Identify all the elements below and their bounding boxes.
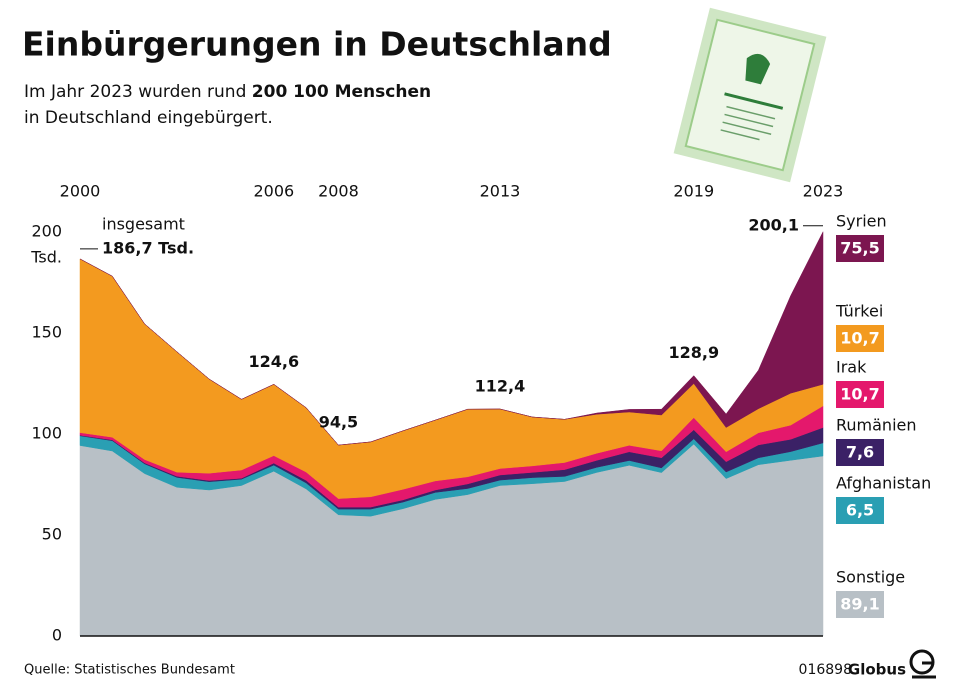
code: 016898: [799, 662, 852, 678]
annotation: 200,1: [748, 215, 799, 234]
area: [79, 231, 824, 446]
legend-value: 75,5: [840, 239, 879, 258]
plot-area: 0 50 100 150 200 Tsd. 2000 2006 2008 2013 2019 2023…: [30, 182, 931, 645]
subtitle-bold: 200 100 Menschen: [252, 82, 431, 102]
x-tick-label: 2006: [253, 182, 294, 201]
annotation: 186,7 Tsd.: [102, 238, 194, 257]
certificate-icon: [673, 7, 827, 183]
annotation-label: insgesamt: [102, 214, 185, 233]
legend-label: Irak: [836, 358, 867, 377]
legend-box: [836, 381, 884, 408]
x-tick-label: 2019: [673, 182, 714, 201]
annotation: 112,4: [475, 376, 526, 395]
source: Quelle: Statistisches Bundesamt: [24, 663, 235, 678]
y-tick-label: 150: [31, 323, 62, 342]
brand: Globus: [848, 661, 906, 679]
legend-label: Afghanistan: [836, 474, 931, 493]
annotation: 124,6: [249, 352, 300, 371]
subtitle: Im Jahr 2023 wurden rund 200 100 Mensche…: [24, 82, 431, 102]
annotation: 94,5: [319, 413, 358, 432]
legend-box: [836, 235, 884, 262]
y-tick-label: 0: [52, 626, 62, 645]
y-tick-label: 50: [42, 525, 62, 544]
legend-box: [836, 325, 884, 352]
y-tick-label: 100: [31, 424, 62, 443]
legend-box: [836, 497, 884, 524]
x-tick-label: 2023: [803, 182, 844, 201]
legend-label: Syrien: [836, 212, 887, 231]
subtitle-start: Im Jahr 2023 wurden rund: [24, 82, 252, 102]
legend-box: [836, 591, 884, 618]
legend-value: 10,7: [840, 385, 879, 404]
x-tick-label: 2013: [480, 182, 521, 201]
legend-value: 89,1: [840, 595, 879, 614]
annotation: 128,9: [668, 343, 719, 362]
y-unit: Tsd.: [30, 248, 62, 267]
brand-logo: [909, 649, 936, 679]
x-tick-label: 2000: [60, 182, 101, 201]
legend-value: 7,6: [846, 443, 874, 462]
legend-label: Rumänien: [836, 416, 917, 435]
legend-value: 10,7: [840, 329, 879, 348]
legend-label: Sonstige: [836, 568, 905, 587]
legend-label: Türkei: [835, 302, 883, 321]
legend-value: 6,5: [846, 501, 874, 520]
legend-box: [836, 439, 884, 466]
y-tick-label: 200: [31, 222, 62, 241]
chart-title: Einbürgerungen in Deutschland: [22, 25, 612, 64]
subtitle-end: in Deutschland eingebürgert.: [24, 108, 273, 128]
x-tick-label: 2008: [318, 182, 359, 201]
